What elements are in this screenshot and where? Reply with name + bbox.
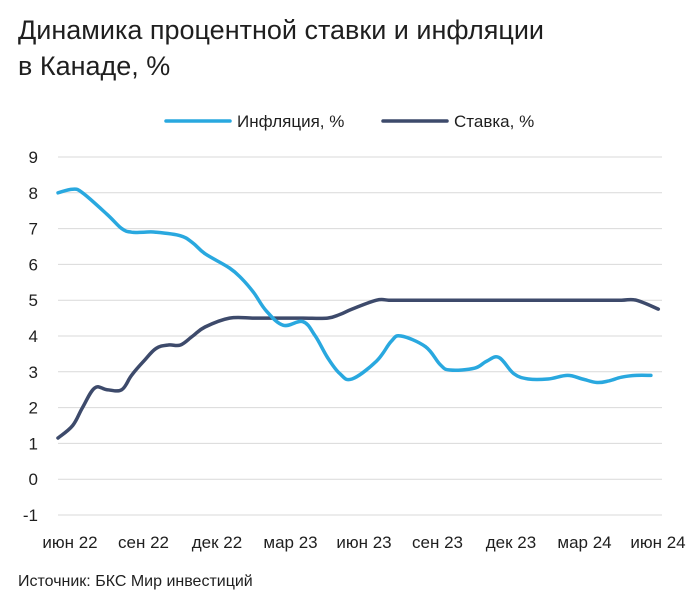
y-tick-label: 9 bbox=[29, 148, 38, 167]
series-line-rate bbox=[56, 297, 661, 440]
x-tick-label: июн 23 bbox=[336, 533, 391, 552]
chart-title-line-2: в Канаде, % bbox=[18, 51, 171, 81]
y-tick-label: 8 bbox=[29, 184, 38, 203]
chart-title: Динамика процентной ставки и инфляции в … bbox=[18, 12, 678, 84]
y-tick-label: 1 bbox=[29, 434, 38, 453]
y-tick-label: 4 bbox=[29, 327, 38, 346]
y-tick-label: -1 bbox=[23, 506, 38, 525]
y-tick-label: 3 bbox=[29, 363, 38, 382]
y-tick-label: 6 bbox=[29, 255, 38, 274]
x-tick-label: дек 22 bbox=[192, 533, 242, 552]
legend-label: Ставка, % bbox=[454, 112, 534, 131]
y-tick-label: 2 bbox=[29, 399, 38, 418]
x-tick-label: сен 23 bbox=[412, 533, 463, 552]
y-tick-label: 0 bbox=[29, 470, 38, 489]
series-line-inflation bbox=[56, 187, 653, 385]
y-tick-label: 7 bbox=[29, 220, 38, 239]
y-tick-label: 5 bbox=[29, 291, 38, 310]
legend-label: Инфляция, % bbox=[237, 112, 344, 131]
x-tick-label: мар 23 bbox=[263, 533, 317, 552]
chart-title-line-1: Динамика процентной ставки и инфляции bbox=[18, 15, 544, 45]
source-note: Источник: БКС Мир инвестиций bbox=[18, 573, 253, 590]
x-tick-label: сен 22 bbox=[118, 533, 169, 552]
x-tick-label: июн 22 bbox=[42, 533, 97, 552]
x-tick-label: июн 24 bbox=[630, 533, 685, 552]
x-tick-label: мар 24 bbox=[557, 533, 611, 552]
x-tick-label: дек 23 bbox=[486, 533, 536, 552]
